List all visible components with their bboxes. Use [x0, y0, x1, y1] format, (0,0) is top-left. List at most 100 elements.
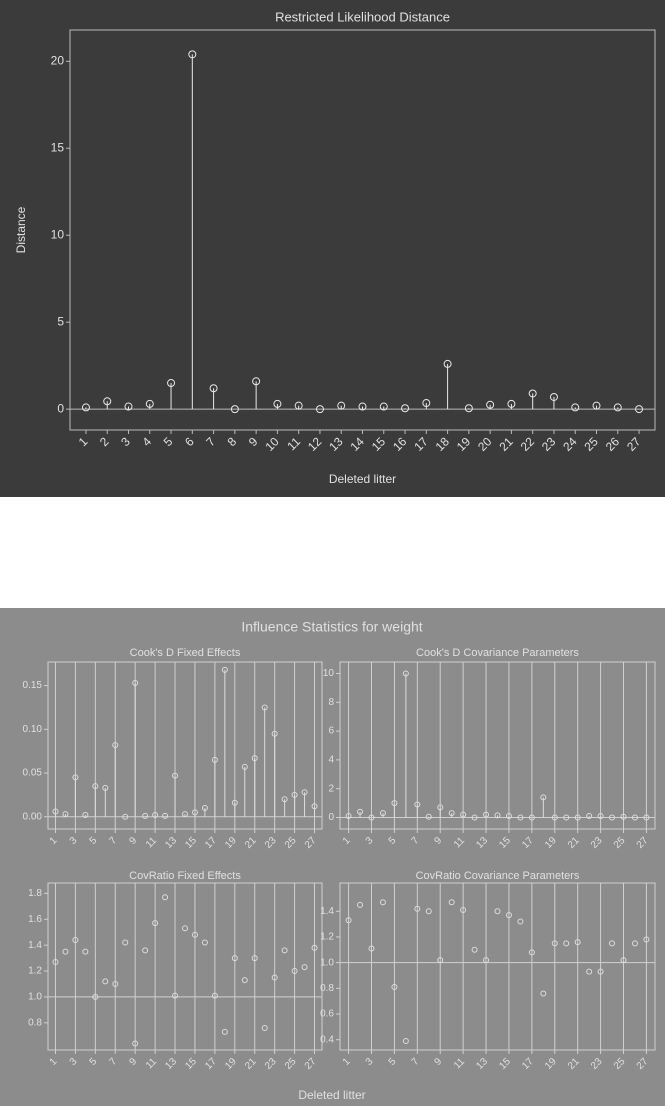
- point: [443, 359, 452, 368]
- y-tick-label: 0.05: [23, 768, 43, 779]
- point: [357, 808, 364, 815]
- point: [635, 405, 644, 414]
- point: [517, 918, 524, 925]
- point: [494, 908, 501, 915]
- y-axis-label: Distance: [14, 206, 28, 253]
- point: [528, 814, 535, 821]
- point: [540, 990, 547, 997]
- point: [124, 402, 133, 411]
- chart-title: Cook's D Covariance Parameters: [416, 647, 579, 659]
- point: [182, 811, 188, 818]
- point: [241, 763, 248, 770]
- point: [422, 399, 431, 408]
- y-tick-label: 1.2: [28, 966, 42, 977]
- point: [230, 405, 239, 414]
- point: [425, 813, 432, 820]
- point: [191, 931, 198, 938]
- point: [102, 978, 109, 985]
- point: [337, 401, 346, 410]
- point: [620, 957, 627, 964]
- top-panel: [0, 0, 665, 497]
- point: [563, 814, 570, 821]
- point: [62, 811, 69, 818]
- point: [437, 957, 444, 964]
- point: [586, 813, 593, 820]
- point: [643, 814, 650, 821]
- y-tick-label: 0.00: [23, 811, 43, 822]
- point: [112, 980, 119, 987]
- point: [448, 810, 455, 817]
- point: [103, 397, 112, 406]
- y-tick-label: 10: [323, 668, 335, 679]
- point: [221, 666, 228, 673]
- y-tick-label: 5: [57, 314, 64, 328]
- point: [471, 814, 478, 821]
- point: [122, 939, 129, 946]
- y-tick-label: 1.0: [28, 992, 42, 1003]
- point: [631, 814, 638, 821]
- point: [483, 957, 490, 964]
- point: [592, 401, 601, 410]
- point: [425, 908, 432, 915]
- point: [315, 405, 324, 414]
- y-tick-label: 1.6: [28, 914, 42, 925]
- point: [82, 948, 89, 955]
- y-tick-label: 0.10: [23, 724, 43, 735]
- point: [586, 968, 593, 975]
- point: [345, 813, 352, 820]
- point: [574, 814, 581, 821]
- point: [379, 899, 386, 906]
- point: [391, 984, 398, 991]
- point: [252, 377, 261, 386]
- point: [172, 992, 179, 999]
- point: [597, 968, 604, 975]
- point: [505, 912, 512, 919]
- point: [402, 1038, 409, 1045]
- point: [311, 803, 318, 810]
- point: [152, 920, 159, 927]
- point: [631, 940, 638, 947]
- point: [132, 1040, 139, 1047]
- point: [294, 401, 303, 410]
- point: [505, 813, 512, 820]
- point: [528, 389, 537, 398]
- y-tick-label: 0.6: [320, 1009, 334, 1020]
- point: [571, 403, 580, 412]
- point: [643, 936, 650, 943]
- point: [311, 944, 318, 951]
- y-tick-label: 0: [328, 812, 334, 823]
- point: [92, 783, 99, 790]
- point: [368, 814, 375, 821]
- y-tick-label: 4: [328, 755, 334, 766]
- y-tick-label: 1.4: [320, 906, 334, 917]
- y-tick-label: 0.8: [320, 983, 334, 994]
- point: [167, 379, 176, 388]
- point: [551, 940, 558, 947]
- point: [391, 800, 398, 807]
- bottom-panel: [0, 608, 665, 1106]
- point: [102, 784, 109, 791]
- y-tick-label: 1.4: [28, 940, 42, 951]
- y-tick-label: 0.4: [320, 1034, 334, 1045]
- point: [471, 946, 478, 953]
- point: [52, 808, 59, 815]
- point: [483, 811, 490, 818]
- point: [448, 899, 455, 906]
- y-tick-label: 10: [51, 227, 65, 241]
- point: [379, 810, 386, 817]
- y-tick-label: 2: [328, 783, 334, 794]
- point: [142, 947, 149, 954]
- point: [402, 670, 409, 677]
- point: [271, 974, 278, 981]
- point: [563, 940, 570, 947]
- chart-title: Cook's D Fixed Effects: [130, 647, 241, 659]
- point: [62, 948, 69, 955]
- point: [182, 925, 188, 932]
- point: [620, 813, 627, 820]
- point: [597, 813, 604, 820]
- point: [81, 403, 90, 412]
- point: [528, 949, 535, 956]
- y-tick-label: 1.8: [28, 888, 42, 899]
- point: [345, 917, 352, 924]
- point: [92, 993, 99, 1000]
